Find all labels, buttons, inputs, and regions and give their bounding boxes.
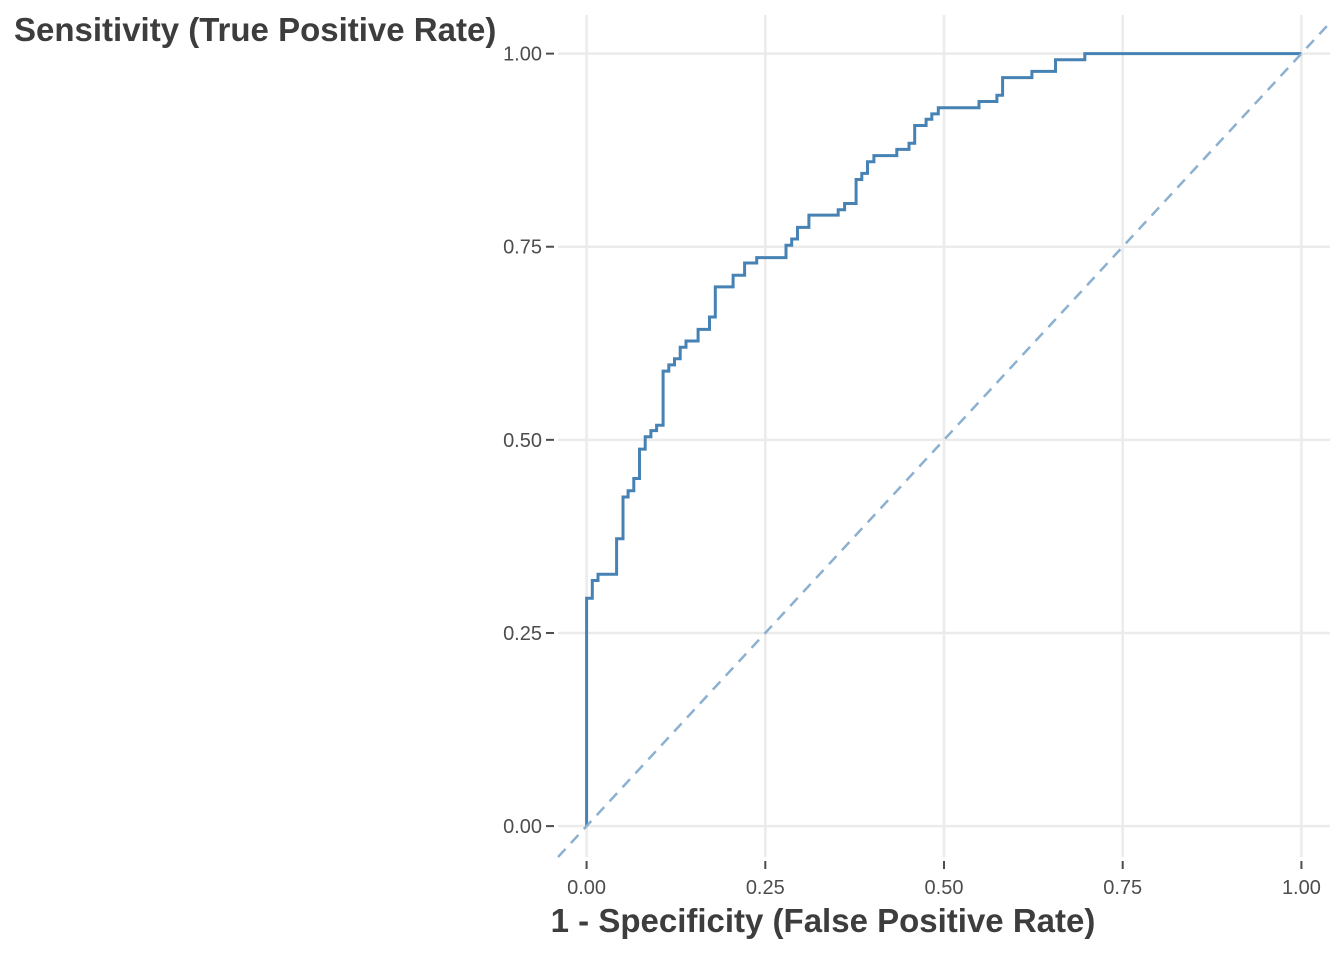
- y-tick-label-3: 0.75: [503, 237, 542, 259]
- x-axis-title: 1 - Specificity (False Positive Rate): [551, 902, 1096, 939]
- x-tick-label-1: 0.25: [746, 877, 785, 899]
- y-axis-title: Sensitivity (True Positive Rate): [14, 11, 496, 48]
- x-tick-label-2: 0.50: [925, 877, 964, 899]
- ticks-layer: 0.00 0.25 0.50 0.75 1.00 0.00 0.25 0.50 0.75 1.00: [503, 44, 1321, 899]
- x-tick-label-4: 1.00: [1282, 877, 1321, 899]
- series-layer: [557, 21, 1331, 858]
- x-tick-label-3: 0.75: [1103, 877, 1142, 899]
- y-tick-label-0: 0.00: [503, 816, 542, 838]
- y-tick-label-2: 0.50: [503, 430, 542, 452]
- roc-curve-line: [585, 52, 1302, 827]
- y-tick-label-4: 1.00: [503, 44, 542, 66]
- x-tick-label-0: 0.00: [567, 877, 606, 899]
- y-tick-label-1: 0.25: [503, 623, 542, 645]
